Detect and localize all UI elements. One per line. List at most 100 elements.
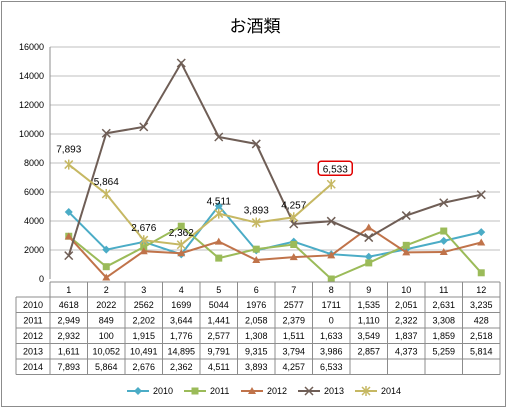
table-cell: 1,110 xyxy=(358,316,380,326)
table-cell: 1,511 xyxy=(283,331,305,341)
table-cell: 428 xyxy=(474,316,489,326)
legend-label: 2011 xyxy=(210,386,229,396)
highlight-box xyxy=(317,160,353,177)
x-tick-label: 8 xyxy=(329,285,334,295)
y-tick-label: 2000 xyxy=(24,245,44,255)
table-cell: 10,491 xyxy=(130,347,158,357)
legend-label: 2013 xyxy=(324,386,344,396)
data-point-2013 xyxy=(214,132,224,142)
data-point-2014 xyxy=(326,179,336,190)
data-point-2012 xyxy=(214,237,223,245)
data-point-2013 xyxy=(64,251,74,261)
table-cell: 2,676 xyxy=(132,362,155,372)
table-cell: 5044 xyxy=(209,300,229,310)
data-point-2012 xyxy=(364,223,373,231)
data-point-2012 xyxy=(177,249,186,257)
data-label-2014: 2,362 xyxy=(169,228,194,239)
data-point-2012 xyxy=(477,238,486,246)
data-point-2010 xyxy=(102,245,111,254)
data-point-2011 xyxy=(402,241,410,249)
chart-title: お酒類 xyxy=(230,17,281,37)
y-tick-label: 12000 xyxy=(19,100,44,110)
table-cell: 1,859 xyxy=(432,331,455,341)
table-cell: 9,791 xyxy=(207,347,230,357)
y-tick-label: 8000 xyxy=(24,158,44,168)
legend-label: 2014 xyxy=(381,386,401,396)
table-cell: 5,864 xyxy=(95,362,118,372)
data-label-2014: 2,676 xyxy=(131,223,156,234)
data-label-2014: 4,511 xyxy=(207,197,232,208)
table-cell: 2,322 xyxy=(395,316,418,326)
table-cell: 2,949 xyxy=(57,316,80,326)
x-tick-label: 12 xyxy=(476,285,486,295)
data-point-2014 xyxy=(214,208,224,219)
legend-marker xyxy=(248,387,256,394)
data-point-2011 xyxy=(177,222,185,230)
table-cell: 2,379 xyxy=(282,316,305,326)
table-series-name: 2014 xyxy=(23,362,43,372)
x-tick-label: 7 xyxy=(291,285,296,295)
data-point-2011 xyxy=(102,263,110,271)
table-cell: 3,893 xyxy=(245,362,268,372)
data-point-2014 xyxy=(176,239,186,250)
data-point-2012 xyxy=(252,256,261,264)
data-point-2013 xyxy=(101,128,111,138)
table-cell: 14,895 xyxy=(167,347,195,357)
table-cell: 2,932 xyxy=(57,331,80,341)
x-tick-label: 9 xyxy=(366,285,371,295)
series-line-2014 xyxy=(68,163,332,246)
x-tick-label: 4 xyxy=(179,285,184,295)
legend-label: 2012 xyxy=(267,386,287,396)
data-point-2013 xyxy=(401,211,411,221)
table-cell: 1,837 xyxy=(395,331,418,341)
table-cell: 2,058 xyxy=(245,316,268,326)
series-line-2011 xyxy=(68,224,482,281)
table-cell: 2577 xyxy=(284,300,304,310)
data-label-2014: 3,893 xyxy=(244,206,269,217)
legend-marker xyxy=(134,387,142,395)
data-point-2011 xyxy=(365,259,373,267)
data-point-2013 xyxy=(439,198,449,208)
table-cell: 1,308 xyxy=(245,331,268,341)
data-point-2012 xyxy=(102,273,111,281)
table-cell: 1,633 xyxy=(320,331,343,341)
data-point-2011 xyxy=(440,227,448,235)
data-point-2013 xyxy=(251,139,261,149)
table-cell: 4,373 xyxy=(395,347,418,357)
data-point-2011 xyxy=(327,275,335,283)
data-point-2010 xyxy=(214,201,223,210)
data-point-2014 xyxy=(289,212,299,223)
table-cell: 1,611 xyxy=(58,347,80,357)
y-tick-label: 14000 xyxy=(19,71,44,81)
table-cell: 2,857 xyxy=(357,347,380,357)
data-point-2013 xyxy=(326,216,336,226)
x-tick-label: 10 xyxy=(401,285,411,295)
table-series-name: 2011 xyxy=(23,316,42,326)
legend-label: 2010 xyxy=(153,386,173,396)
table-series-name: 2012 xyxy=(23,331,43,341)
data-point-2014 xyxy=(101,188,111,199)
data-point-2013 xyxy=(176,58,186,68)
table-cell: 3,549 xyxy=(357,331,380,341)
table-cell: 4618 xyxy=(59,300,79,310)
series-line-2013 xyxy=(67,60,482,256)
data-point-2013 xyxy=(139,122,149,132)
table-cell: 3,644 xyxy=(170,316,193,326)
table-cell: 2,362 xyxy=(170,362,193,372)
data-point-2012 xyxy=(327,251,336,259)
table-cell: 3,308 xyxy=(432,316,455,326)
x-tick-label: 5 xyxy=(216,285,221,295)
data-point-2011 xyxy=(140,243,148,251)
table-cell: 2,202 xyxy=(132,316,155,326)
x-tick-label: 3 xyxy=(141,285,146,295)
y-tick-label: 4000 xyxy=(24,216,44,226)
series-line-2012 xyxy=(68,226,482,279)
data-point-2011 xyxy=(215,254,223,262)
data-point-2012 xyxy=(64,232,73,240)
table-series-name: 2010 xyxy=(23,300,43,310)
table-cell: 4,257 xyxy=(282,362,305,372)
table-cell: 2,518 xyxy=(470,331,493,341)
x-tick-label: 6 xyxy=(254,285,259,295)
data-point-2013 xyxy=(364,233,374,243)
